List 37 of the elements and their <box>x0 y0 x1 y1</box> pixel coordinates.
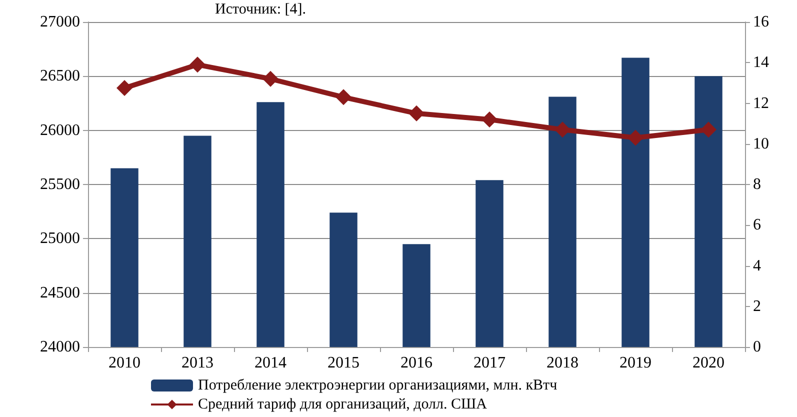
legend-label: Средний тариф для организаций, долл. США <box>198 396 488 412</box>
y-tick-label: 24500 <box>40 284 80 302</box>
y2-tick-label: 14 <box>753 54 769 72</box>
y2-tick-label: 4 <box>753 257 761 274</box>
y-tick-label: 25000 <box>40 230 80 248</box>
x-tick-label: 2010 <box>108 354 140 372</box>
x-tick-label: 2016 <box>400 354 432 372</box>
y2-tick-label: 8 <box>753 176 761 193</box>
y-tick-label: 26000 <box>40 122 80 139</box>
point <box>700 122 716 138</box>
point <box>336 89 352 106</box>
x-tick-label: 2015 <box>328 354 360 372</box>
y-tick-label: 24000 <box>40 338 80 356</box>
y2-tick-label: 6 <box>753 216 761 234</box>
legend-label: Потребление электроэнергии организациями, млн. кВтч <box>198 378 558 394</box>
text: Источник: [4]. <box>215 2 306 18</box>
y2-tick-label: 10 <box>753 135 769 152</box>
point <box>116 80 132 96</box>
point <box>628 130 644 146</box>
y2-tick-label: 2 <box>753 298 761 315</box>
y2-tick-label: 12 <box>753 94 769 112</box>
point <box>554 122 570 138</box>
x-tick-label: 2017 <box>474 354 506 372</box>
point <box>482 112 498 128</box>
x-tick-label: 2013 <box>182 354 214 372</box>
y-tick-label: 27000 <box>40 14 80 30</box>
point <box>190 56 206 73</box>
y-tick-label: 26500 <box>40 68 80 85</box>
x-tick-label: 2020 <box>692 354 724 372</box>
x-tick-label: 2014 <box>254 354 286 372</box>
point <box>408 105 424 122</box>
point <box>262 70 278 87</box>
y2-tick-label: 0 <box>753 338 761 356</box>
x-tick-label: 2019 <box>620 354 652 372</box>
x-tick-label: 2018 <box>546 354 578 372</box>
y-tick-label: 25500 <box>40 176 80 193</box>
y2-tick-label: 16 <box>753 14 769 30</box>
